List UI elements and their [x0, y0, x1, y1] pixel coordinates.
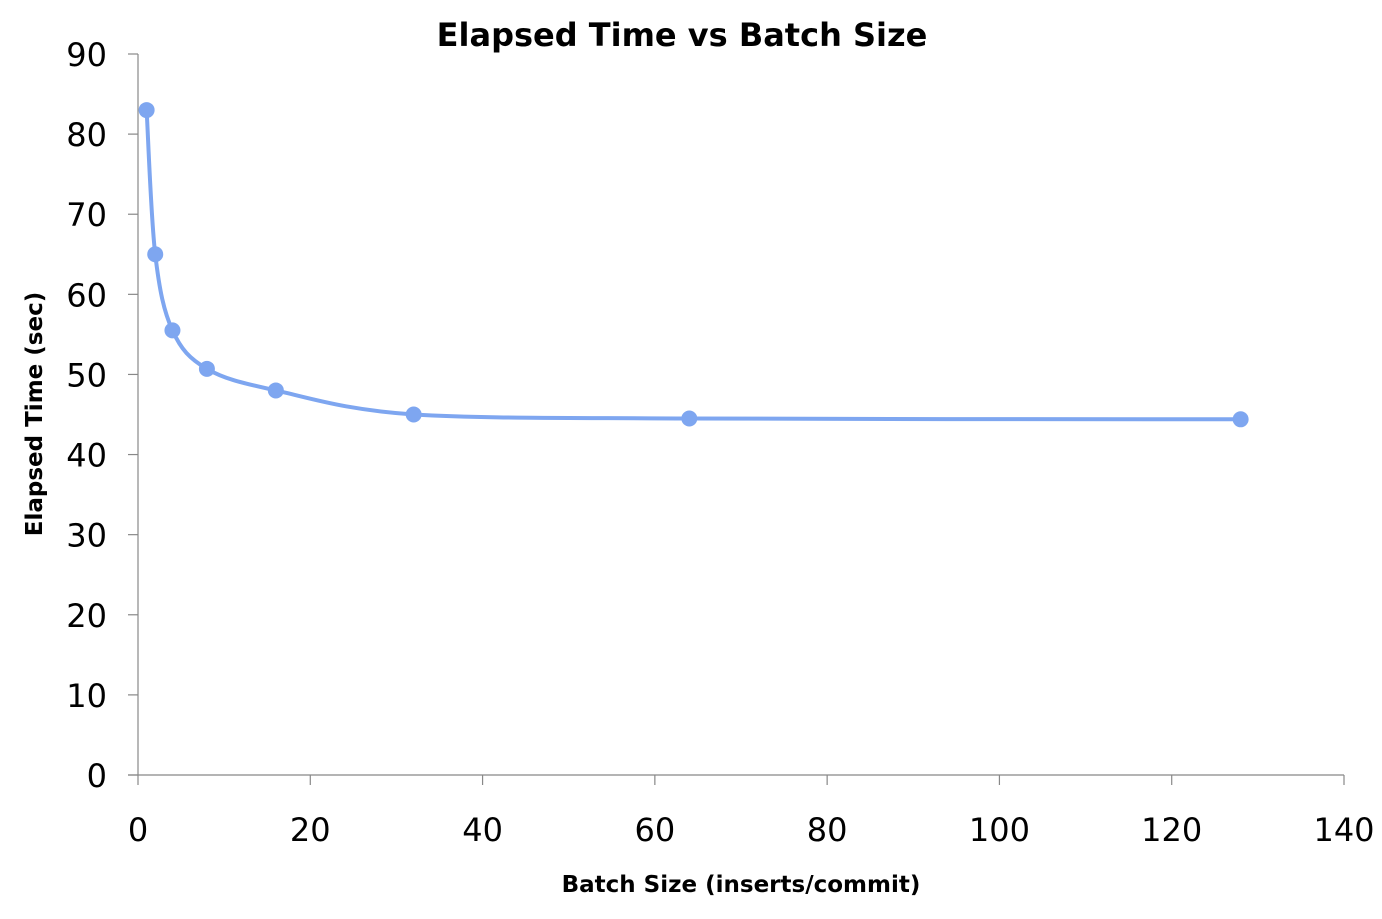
- x-tick-label: 60: [634, 811, 675, 849]
- y-tick-label: 0: [87, 757, 107, 795]
- x-ticks: 0 20 40 60 80 100 120 140: [128, 775, 1375, 849]
- y-axis-label: Elapsed Time (sec): [22, 292, 48, 536]
- y-tick-label: 50: [66, 356, 107, 394]
- y-tick-label: 70: [66, 196, 107, 234]
- x-tick-label: 20: [290, 811, 331, 849]
- data-point: [164, 322, 181, 339]
- y-tick-label: 30: [66, 517, 107, 555]
- y-tick-label: 10: [66, 677, 107, 715]
- data-point: [405, 406, 422, 423]
- x-tick-label: 100: [969, 811, 1030, 849]
- y-tick-label: 40: [66, 437, 107, 475]
- y-tick-label: 80: [66, 116, 107, 154]
- chart-title: Elapsed Time vs Batch Size: [437, 16, 928, 54]
- series-line: [144, 108, 1243, 422]
- y-ticks: 0 10 20 30 40 50 60 70 80 90: [66, 36, 138, 795]
- x-tick-label: 120: [1141, 811, 1202, 849]
- x-tick-label: 140: [1313, 811, 1374, 849]
- y-tick-label: 60: [66, 276, 107, 314]
- series-layer: [138, 102, 1249, 428]
- data-point: [267, 382, 284, 399]
- data-point: [147, 246, 164, 263]
- data-point: [198, 360, 215, 377]
- x-tick-label: 40: [462, 811, 503, 849]
- data-point: [681, 410, 698, 427]
- x-axis-label: Batch Size (inserts/commit): [562, 872, 921, 898]
- x-tick-label: 0: [128, 811, 148, 849]
- y-tick-label: 20: [66, 597, 107, 635]
- data-point: [138, 102, 155, 119]
- x-tick-label: 80: [807, 811, 848, 849]
- y-tick-label: 90: [66, 36, 107, 74]
- data-point: [1232, 411, 1249, 428]
